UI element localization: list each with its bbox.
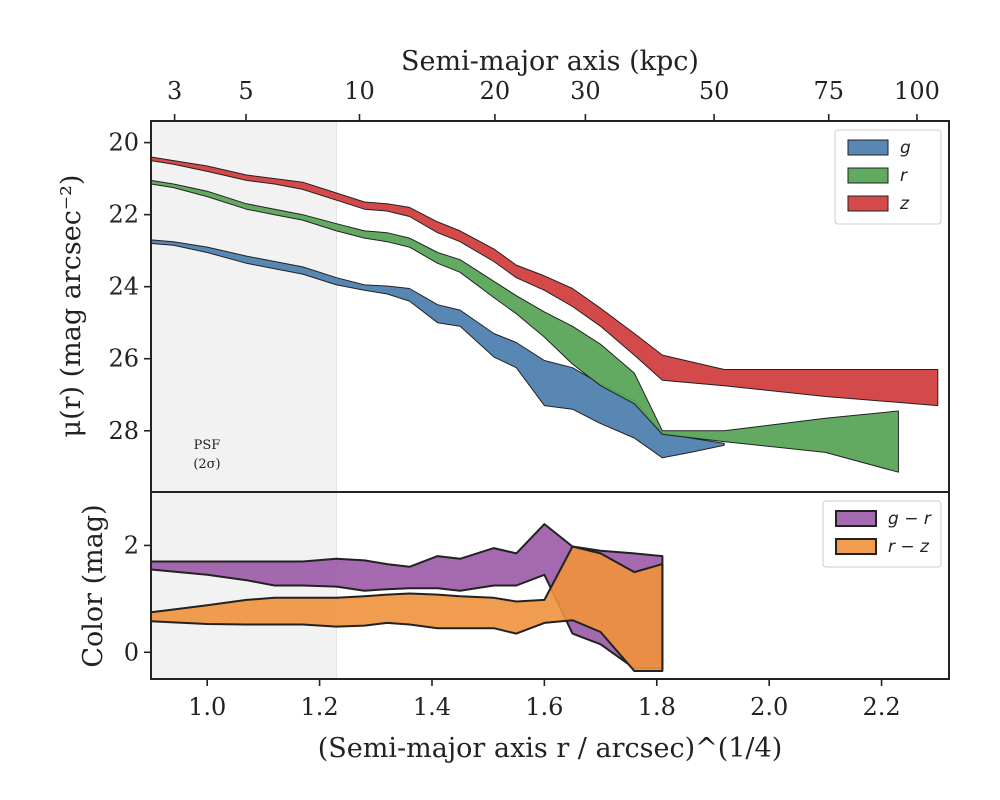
top-ytick-label-1: 22: [108, 201, 139, 229]
psf-label-line2: (2σ): [193, 457, 220, 472]
top-ytick-label-4: 28: [108, 417, 139, 445]
bottom-ytick-label-1: 2: [124, 531, 139, 559]
top-xtick-label-1: 5: [238, 77, 253, 105]
top-ytick-label-3: 26: [108, 345, 139, 373]
bottom-xtick-label-0: 1.0: [188, 693, 226, 721]
top-xtick-label-4: 30: [570, 77, 601, 105]
top-series-0-band: [151, 239, 725, 459]
top-axis-title: Semi-major axis (kpc): [401, 46, 699, 77]
top-series-2-band: [151, 156, 939, 407]
bottom-legend-label-1: r − z: [888, 537, 930, 557]
bottom-xtick-label-3: 1.6: [525, 693, 563, 721]
bottom-ytick-label-0: 0: [124, 638, 139, 666]
bottom-xtick-label-1: 1.2: [301, 693, 339, 721]
top-legend-label-0: g: [900, 138, 911, 158]
bottom-frame: [150, 491, 950, 680]
psf-label-line1: PSF: [194, 438, 221, 453]
top-xtick-label-0: 3: [167, 77, 182, 105]
top-xtick-label-5: 50: [699, 77, 730, 105]
bottom-xtick-label-6: 2.2: [862, 693, 900, 721]
bottom-xtick-label-5: 2.0: [750, 693, 788, 721]
bottom-xtick-label-2: 1.4: [413, 693, 451, 721]
bottom-legend-swatch-0: [835, 510, 877, 527]
top-panel: 20 22 24 26 28 grz 3 5 10 20 30 50 75 100: [108, 77, 950, 493]
bottom-x-axis-title: (Semi-major axis r / arcsec)^(1/4): [318, 733, 783, 764]
top-bands: [151, 156, 939, 473]
bottom-panel: 0 2 g − r r − z 1.0 1.2 1.4 1.6 1.8 2.0 2.2: [124, 491, 950, 721]
top-series-1-band: [151, 179, 899, 473]
top-xtick-label-2: 10: [344, 77, 375, 105]
bottom-legend-label-0: g − r: [888, 509, 932, 529]
top-xtick-label-6: 75: [813, 77, 844, 105]
top-xtick-label-3: 20: [480, 77, 511, 105]
bottom-xtick-label-4: 1.8: [638, 693, 676, 721]
top-legend-label-2: z: [899, 194, 910, 214]
top-legend-swatch-2: [847, 195, 889, 212]
top-legend-swatch-1: [847, 167, 889, 184]
bottom-legend-swatch-1: [835, 538, 877, 555]
bottom-y-axis-title: Color (mag): [78, 504, 109, 667]
bottom-series-1-band: [151, 545, 664, 672]
top-xtick-label-7: 100: [894, 77, 940, 105]
top-ytick-label-2: 24: [108, 273, 139, 301]
top-y-axis-title: μ(r) (mag arcsec⁻²): [56, 175, 87, 438]
top-legend-label-1: r: [900, 166, 908, 186]
bottom-bands: [151, 523, 664, 672]
top-ytick-label-0: 20: [108, 129, 139, 157]
top-legend-swatch-0: [847, 139, 889, 156]
